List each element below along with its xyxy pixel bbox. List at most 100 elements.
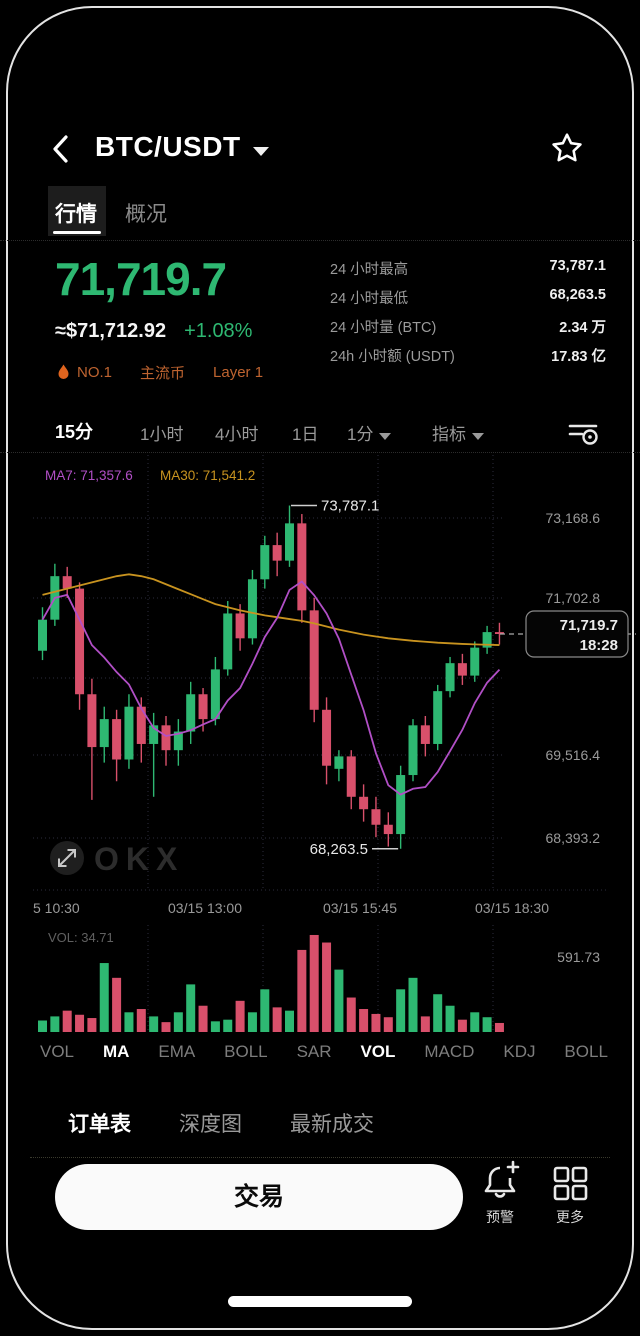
stat-row: 24 小时最低 68,263.5 [330, 287, 606, 307]
timeframe-4h[interactable]: 4小时 [215, 425, 259, 444]
candle [112, 719, 122, 760]
volume-bar [470, 1012, 480, 1032]
candle [408, 725, 418, 776]
volume-current-label: VOL: 34.71 [48, 930, 114, 945]
chevron-down-icon [252, 147, 269, 156]
indicator-boll-sub[interactable]: BOLL [564, 1042, 608, 1061]
indicator-kdj[interactable]: KDJ [503, 1042, 536, 1061]
candle [223, 613, 233, 670]
tab-overview[interactable]: 概况 [125, 203, 167, 226]
bell-plus-icon [484, 1160, 520, 1198]
candle [260, 545, 270, 580]
volume-bar [186, 984, 196, 1032]
x-axis-label: 03/15 15:45 [323, 900, 397, 916]
tab-depth-chart[interactable]: 深度图 [179, 1113, 242, 1136]
indicator-sar[interactable]: SAR [296, 1042, 332, 1061]
volume-bar [173, 1012, 183, 1032]
candle [371, 809, 381, 825]
chart-settings-button[interactable] [566, 419, 600, 452]
flame-icon [58, 364, 69, 379]
volume-bar [334, 969, 344, 1032]
candle [173, 731, 183, 751]
candle [470, 647, 480, 676]
low-label: 68,263.5 [310, 841, 368, 858]
volume-bar [75, 1014, 85, 1032]
tab-order-book[interactable]: 订单表 [68, 1113, 131, 1136]
trade-button[interactable]: 交易 [55, 1164, 463, 1230]
layer-badge[interactable]: Layer 1 [213, 364, 264, 381]
candle [433, 691, 443, 744]
candle [297, 523, 307, 611]
chevron-down-icon [472, 433, 484, 440]
candle [210, 669, 220, 720]
divider [0, 240, 640, 241]
pair-selector[interactable]: BTC/USDT [95, 131, 269, 163]
y-axis-label: 69,516.4 [546, 747, 601, 763]
back-button[interactable] [50, 134, 72, 169]
volume-bar [198, 1005, 208, 1032]
rank-badge[interactable]: NO.1 [57, 364, 112, 381]
stat-row: 24 小时最高 73,787.1 [330, 258, 606, 278]
fiat-price: ≈$71,712.92 [55, 320, 167, 342]
candle [75, 588, 85, 695]
timeframe-1d[interactable]: 1日 [292, 425, 319, 444]
indicator-macd[interactable]: MACD [424, 1042, 475, 1061]
last-price: 71,719.7 [55, 253, 227, 305]
volume-bar [457, 1019, 467, 1032]
price-tag-time: 18:28 [580, 637, 618, 654]
price-change: +1.08% [184, 320, 253, 342]
candle [161, 725, 171, 751]
candle [322, 709, 332, 766]
volume-bar [396, 989, 406, 1032]
stat-row: 24 小时量 (BTC) 2.34 万 [330, 320, 606, 336]
y-axis-label: 71,702.8 [546, 590, 601, 606]
more-label: 更多 [556, 1209, 584, 1225]
timeframe-more[interactable]: 1分 [347, 420, 392, 445]
volume-bar [99, 963, 109, 1032]
volume-bar [50, 1016, 60, 1032]
volume-bar [494, 1022, 504, 1032]
chevron-down-icon [379, 433, 392, 440]
candle [309, 610, 319, 710]
indicator-ma[interactable]: MA [102, 1042, 130, 1061]
indicator-vol-main[interactable]: VOL [40, 1042, 75, 1061]
candle [383, 824, 393, 835]
volume-scale-label: 591.73 [557, 949, 600, 965]
timeframe-1h[interactable]: 1小时 [140, 425, 184, 444]
indicator-menu[interactable]: 指标 [432, 420, 484, 445]
candle [124, 706, 134, 760]
x-axis-label: 03/15 18:30 [475, 900, 549, 916]
volume-bar [149, 1016, 159, 1032]
candle [334, 756, 344, 769]
candle [445, 663, 455, 692]
tab-recent-trades[interactable]: 最新成交 [290, 1113, 374, 1136]
indicator-vol-sub[interactable]: VOL [360, 1042, 396, 1061]
price-tag[interactable] [525, 610, 629, 658]
candle [346, 756, 356, 797]
divider [0, 452, 640, 453]
okx-watermark: OKX [94, 841, 184, 877]
expand-icon [58, 849, 76, 867]
alert-button[interactable]: 预警 [470, 1160, 530, 1227]
volume-bar [297, 949, 307, 1032]
candle [247, 579, 257, 639]
volume-bar [260, 989, 270, 1032]
favorite-button[interactable] [550, 131, 584, 170]
price-tag-value: 71,719.7 [560, 617, 618, 634]
category-badge[interactable]: 主流币 [140, 365, 186, 382]
volume-bar [408, 977, 418, 1032]
volume-bar [371, 1013, 381, 1032]
more-button[interactable]: 更多 [540, 1162, 600, 1227]
candle [149, 725, 159, 744]
indicator-ema[interactable]: EMA [158, 1042, 196, 1061]
volume-bar [210, 1021, 220, 1032]
volume-bar [62, 1010, 72, 1032]
home-indicator [228, 1296, 412, 1307]
candle [420, 725, 430, 744]
timeframe-15m[interactable]: 15分 [55, 422, 94, 442]
indicator-boll[interactable]: BOLL [224, 1042, 268, 1061]
volume-bar [322, 942, 332, 1032]
volume-bar [445, 1005, 455, 1032]
tab-quotes[interactable]: 行情 [55, 203, 97, 226]
